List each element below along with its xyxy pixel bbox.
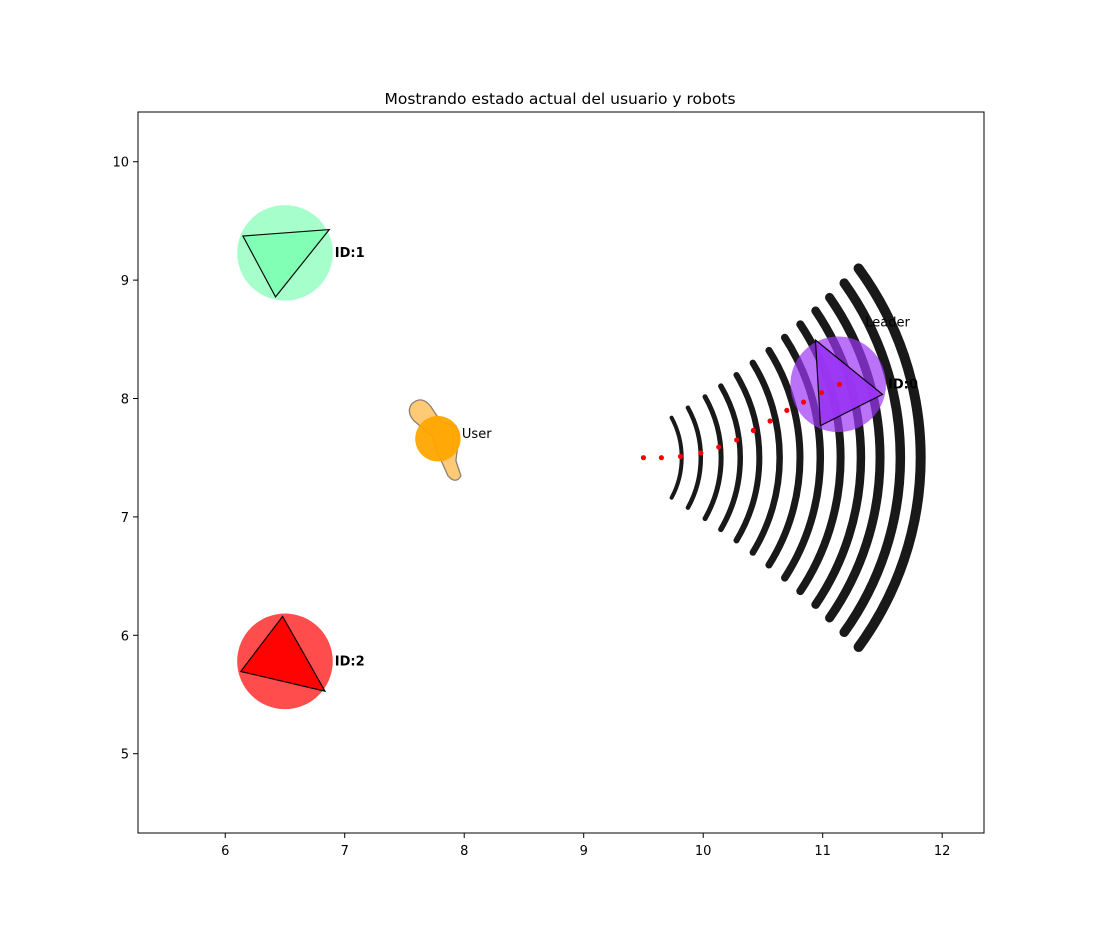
y-tick-label: 8 bbox=[121, 393, 129, 408]
path-point bbox=[640, 455, 647, 461]
path-point bbox=[767, 418, 773, 424]
path-point bbox=[658, 455, 664, 461]
path-point bbox=[750, 427, 756, 434]
leader-label: Leader bbox=[865, 315, 910, 330]
path-point bbox=[818, 389, 825, 396]
path-point bbox=[800, 399, 807, 405]
sensor-arc bbox=[825, 292, 885, 623]
x-tick-label: 10 bbox=[695, 844, 712, 859]
path-point bbox=[734, 437, 740, 443]
annotation-layer: ID:0 Leader ID:1 ID:2 User bbox=[335, 246, 918, 669]
x-tick-label: 9 bbox=[580, 844, 588, 859]
sensor-arc bbox=[765, 346, 804, 569]
user-marker bbox=[408, 399, 462, 481]
y-tick-label: 6 bbox=[121, 629, 129, 644]
sensor-arc bbox=[685, 405, 703, 510]
path-point bbox=[698, 450, 704, 456]
sensor-arc bbox=[702, 394, 724, 522]
robot-2 bbox=[237, 613, 333, 710]
y-tick-label: 7 bbox=[121, 511, 129, 526]
sensor-arc bbox=[853, 263, 926, 652]
path-point bbox=[836, 381, 843, 387]
user-label: User bbox=[462, 427, 492, 442]
tick-layer: 6 7 8 9 10 11 12 5 6 7 8 9 10 bbox=[112, 156, 950, 859]
user-head bbox=[415, 416, 461, 462]
sensor-arc bbox=[749, 359, 783, 556]
axes-frame bbox=[137, 111, 985, 834]
robot-heading-triangle bbox=[814, 338, 884, 427]
robot-id-label: ID:2 bbox=[335, 654, 365, 669]
robot-1 bbox=[237, 205, 333, 301]
x-tick-label: 12 bbox=[934, 844, 951, 859]
robot-id-label: ID:1 bbox=[335, 246, 365, 261]
path-point bbox=[784, 407, 790, 413]
chart-title: Mostrando estado actual del usuario y ro… bbox=[384, 90, 735, 108]
robot-heading-triangle bbox=[241, 228, 331, 298]
x-tick-label: 11 bbox=[814, 844, 831, 859]
y-tick-label: 9 bbox=[121, 274, 129, 289]
x-tick-label: 8 bbox=[460, 844, 468, 859]
sensor-arc bbox=[839, 278, 906, 638]
sensor-arc bbox=[733, 371, 763, 544]
x-tick-label: 7 bbox=[341, 844, 349, 859]
robot-heading-triangle bbox=[239, 615, 327, 693]
robot-id-label: ID:0 bbox=[888, 377, 918, 392]
plot-area bbox=[237, 205, 926, 710]
path-points bbox=[640, 381, 843, 461]
y-tick-label: 5 bbox=[121, 748, 129, 763]
y-tick-label: 10 bbox=[112, 156, 129, 171]
path-point bbox=[677, 453, 684, 460]
path-point bbox=[716, 444, 722, 450]
x-tick-label: 6 bbox=[221, 844, 229, 859]
sensor-arc bbox=[718, 383, 743, 533]
